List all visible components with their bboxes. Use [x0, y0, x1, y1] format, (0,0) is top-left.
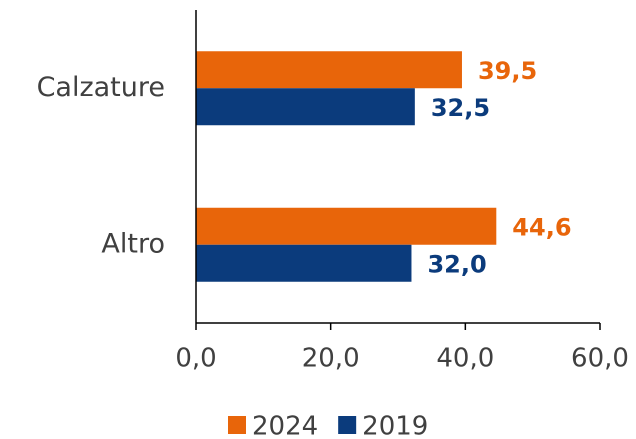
bar — [196, 207, 497, 245]
legend-swatch — [338, 416, 357, 434]
legend-swatch — [228, 416, 246, 434]
category-label: Altro — [101, 228, 165, 259]
value-label: 44,6 — [512, 213, 571, 241]
category-label: Calzature — [37, 72, 165, 103]
value-label: 32,0 — [427, 250, 486, 278]
value-label: 32,5 — [431, 94, 490, 122]
x-tick-label: 40,0 — [436, 344, 494, 374]
x-tick-label: 20,0 — [302, 344, 360, 374]
bar — [196, 244, 412, 282]
legend-label: 2024 — [252, 412, 318, 439]
bar — [196, 88, 415, 126]
legend-label: 2019 — [362, 412, 428, 439]
x-tick-label: 0,0 — [175, 344, 216, 374]
bar — [196, 51, 462, 89]
value-label: 39,5 — [478, 57, 537, 85]
x-tick-label: 60,0 — [571, 344, 629, 374]
